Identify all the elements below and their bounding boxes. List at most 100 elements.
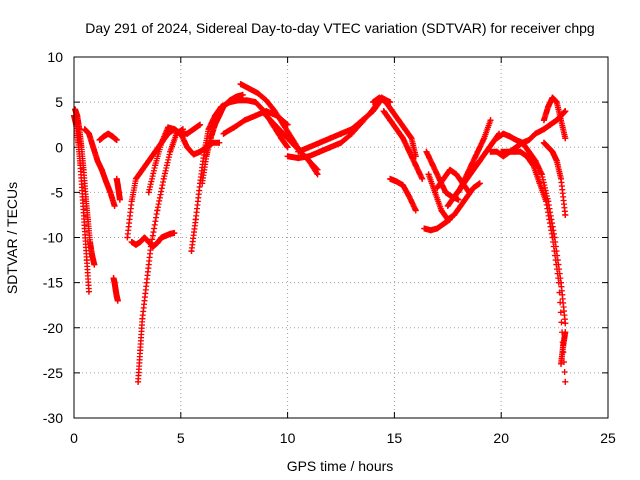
data-point: [145, 239, 152, 246]
series-arc-6: [113, 175, 123, 203]
data-point: [370, 106, 377, 113]
data-point: [209, 139, 216, 146]
data-point: [199, 180, 206, 187]
series-arc-32: [540, 94, 569, 142]
data-point: [399, 182, 406, 189]
data-point: [154, 207, 161, 214]
data-point: [87, 239, 94, 246]
data-point: [558, 175, 565, 182]
data-point: [474, 148, 481, 155]
data-point: [316, 139, 323, 146]
series-arc-31: [498, 148, 569, 385]
data-point: [517, 148, 524, 155]
data-point: [408, 135, 415, 142]
data-point: [211, 121, 218, 128]
data-point: [314, 171, 321, 178]
data-point: [197, 121, 204, 128]
data-point: [540, 139, 547, 146]
y-tick-label: -30: [43, 410, 63, 426]
data-point: [338, 130, 344, 137]
data-point: [246, 85, 253, 92]
data-point: [442, 189, 449, 196]
data-point: [252, 99, 259, 106]
data-point: [402, 126, 409, 133]
data-point: [167, 230, 174, 237]
tick-labels: 0 5 10 15 20 25 -30 -25 -20 -15 -10 -5 0 5 10: [43, 49, 616, 446]
data-point: [184, 144, 191, 151]
data-point: [511, 148, 518, 155]
data-point: [444, 202, 451, 209]
data-point: [412, 162, 419, 169]
data-point: [434, 184, 441, 191]
series-arc-20: [370, 94, 419, 160]
data-point: [171, 126, 178, 133]
data-point: [543, 198, 550, 205]
data-point: [455, 189, 462, 196]
data-point: [113, 293, 120, 300]
x-tick-label: 0: [70, 430, 78, 446]
data-point: [145, 189, 152, 196]
data-point: [263, 97, 270, 104]
series-arc-13: [199, 91, 246, 187]
data-point: [380, 108, 387, 115]
data-point: [78, 144, 85, 151]
data-point: [555, 279, 562, 286]
data-point: [440, 175, 447, 182]
data-point: [205, 126, 212, 133]
data-point: [252, 112, 259, 119]
data-point: [158, 234, 165, 241]
data-point: [128, 198, 135, 205]
data-point: [167, 148, 174, 155]
data-point: [114, 297, 121, 304]
data-point: [536, 180, 543, 187]
data-point: [100, 133, 107, 140]
data-point: [421, 225, 428, 232]
data-point: [145, 157, 152, 164]
data-point: [461, 175, 468, 182]
data-point: [327, 135, 334, 142]
data-point: [158, 139, 165, 146]
series-arc-5: [110, 275, 121, 304]
data-point: [423, 148, 430, 155]
data-point: [111, 202, 118, 209]
data-point: [188, 248, 195, 255]
data-point: [476, 157, 483, 164]
data-point: [81, 126, 88, 133]
series-arc-27: [444, 130, 503, 209]
data-point: [103, 178, 110, 185]
data-point: [80, 166, 87, 173]
data-point: [237, 81, 244, 88]
data-point: [82, 193, 89, 200]
data-point: [271, 108, 278, 115]
data-point: [427, 227, 434, 234]
series-arc-8: [128, 229, 178, 250]
data-point: [562, 320, 569, 327]
data-point: [220, 130, 227, 137]
data-point: [139, 315, 146, 322]
y-tick-label: -15: [43, 275, 63, 291]
data-point: [105, 130, 112, 137]
data-point: [91, 261, 98, 268]
data-point: [278, 135, 285, 142]
data-point: [493, 135, 500, 142]
data-point: [438, 207, 445, 214]
data-point: [532, 130, 539, 137]
data-point: [160, 175, 167, 182]
data-point: [284, 153, 291, 160]
data-point: [179, 126, 186, 133]
data-point: [545, 144, 552, 151]
data-point: [233, 93, 240, 100]
data-point: [399, 135, 406, 142]
data-point: [263, 112, 270, 119]
data-point: [451, 193, 458, 200]
data-point: [540, 117, 547, 124]
data-point: [85, 130, 92, 137]
data-point: [147, 243, 154, 250]
data-point: [226, 97, 233, 104]
data-point: [139, 166, 146, 173]
data-point: [549, 94, 556, 101]
data-point: [90, 144, 97, 151]
series-arc-28: [455, 117, 494, 196]
y-tick-label: 10: [47, 49, 63, 65]
